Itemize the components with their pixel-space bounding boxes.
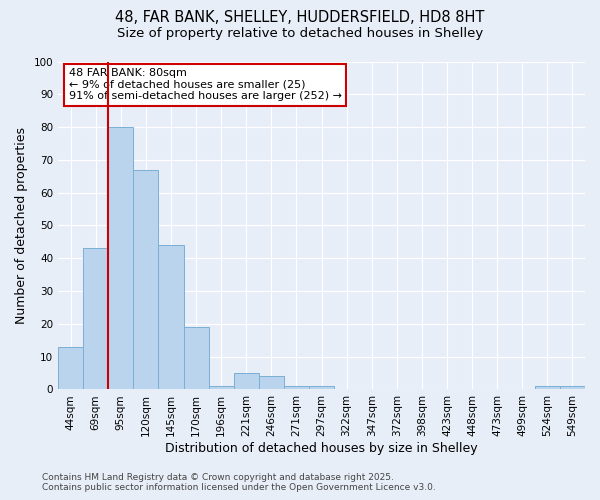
- Text: 48, FAR BANK, SHELLEY, HUDDERSFIELD, HD8 8HT: 48, FAR BANK, SHELLEY, HUDDERSFIELD, HD8…: [115, 10, 485, 25]
- Bar: [284, 386, 309, 390]
- Bar: [233, 373, 259, 390]
- Bar: [133, 170, 158, 390]
- X-axis label: Distribution of detached houses by size in Shelley: Distribution of detached houses by size …: [165, 442, 478, 455]
- Text: 48 FAR BANK: 80sqm
← 9% of detached houses are smaller (25)
91% of semi-detached: 48 FAR BANK: 80sqm ← 9% of detached hous…: [68, 68, 341, 102]
- Bar: [209, 386, 233, 390]
- Bar: [309, 386, 334, 390]
- Bar: [83, 248, 108, 390]
- Y-axis label: Number of detached properties: Number of detached properties: [15, 127, 28, 324]
- Bar: [58, 347, 83, 390]
- Bar: [259, 376, 284, 390]
- Bar: [158, 245, 184, 390]
- Bar: [560, 386, 585, 390]
- Bar: [108, 127, 133, 390]
- Bar: [535, 386, 560, 390]
- Text: Contains HM Land Registry data © Crown copyright and database right 2025.
Contai: Contains HM Land Registry data © Crown c…: [42, 473, 436, 492]
- Bar: [184, 327, 209, 390]
- Text: Size of property relative to detached houses in Shelley: Size of property relative to detached ho…: [117, 28, 483, 40]
